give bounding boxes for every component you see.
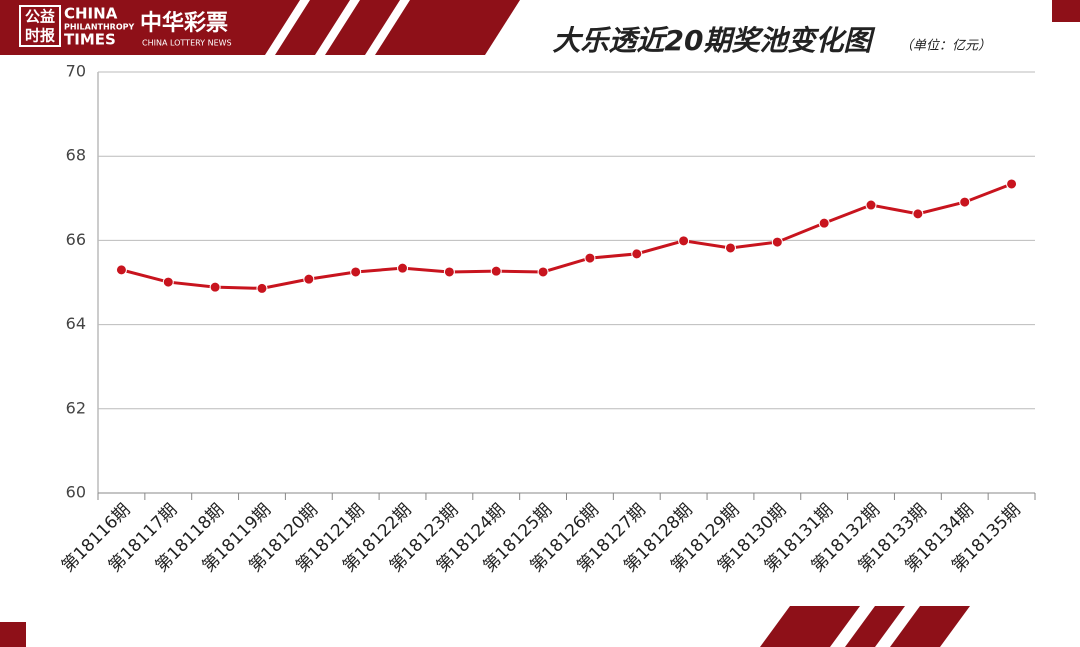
- chart-subtitle: （单位：亿元）: [900, 38, 991, 54]
- y-tick-label: 66: [66, 230, 86, 249]
- y-tick-label: 62: [66, 398, 86, 417]
- point: [584, 252, 596, 264]
- point: [631, 248, 643, 260]
- point: [256, 282, 268, 294]
- point: [490, 265, 502, 277]
- point: [162, 276, 174, 288]
- point: [912, 208, 924, 220]
- header-stripe: [1052, 0, 1080, 22]
- chart-title: 大乐透近20期奖池变化图: [553, 24, 876, 57]
- point: [397, 262, 409, 274]
- header-stripe: [325, 0, 400, 55]
- point: [443, 266, 455, 278]
- logo-box: [19, 5, 61, 47]
- logo-en: CHINA: [64, 5, 118, 23]
- point: [771, 236, 783, 248]
- logo-en: TIMES: [64, 31, 116, 49]
- y-tick-label: 60: [66, 483, 86, 502]
- header-band: [0, 0, 300, 55]
- y-tick-label: 70: [66, 62, 86, 81]
- logo-cn: 时报: [25, 27, 55, 45]
- point: [303, 273, 315, 285]
- logo-en: PHILANTHROPY: [64, 23, 134, 32]
- header-stripe: [375, 0, 520, 55]
- point: [818, 217, 830, 229]
- point: [537, 266, 549, 278]
- point: [678, 235, 690, 247]
- footer-stripe: [760, 606, 860, 647]
- point: [209, 281, 221, 293]
- point: [115, 264, 127, 276]
- footer-stripe: [845, 606, 905, 647]
- line: [121, 182, 1013, 290]
- logo-cn: 公益: [25, 8, 55, 26]
- point: [1006, 178, 1018, 190]
- point: [724, 242, 736, 254]
- y-tick-label: 64: [66, 314, 86, 333]
- point: [865, 199, 877, 211]
- y-tick-label: 68: [66, 146, 86, 165]
- point: [959, 196, 971, 208]
- footer-block: [0, 622, 26, 647]
- footer-stripe: [890, 606, 970, 647]
- header-stripe: [275, 0, 350, 55]
- point: [350, 266, 362, 278]
- brand-cn: 中华彩票: [140, 10, 228, 36]
- brand-en: CHINA LOTTERY NEWS: [142, 39, 232, 48]
